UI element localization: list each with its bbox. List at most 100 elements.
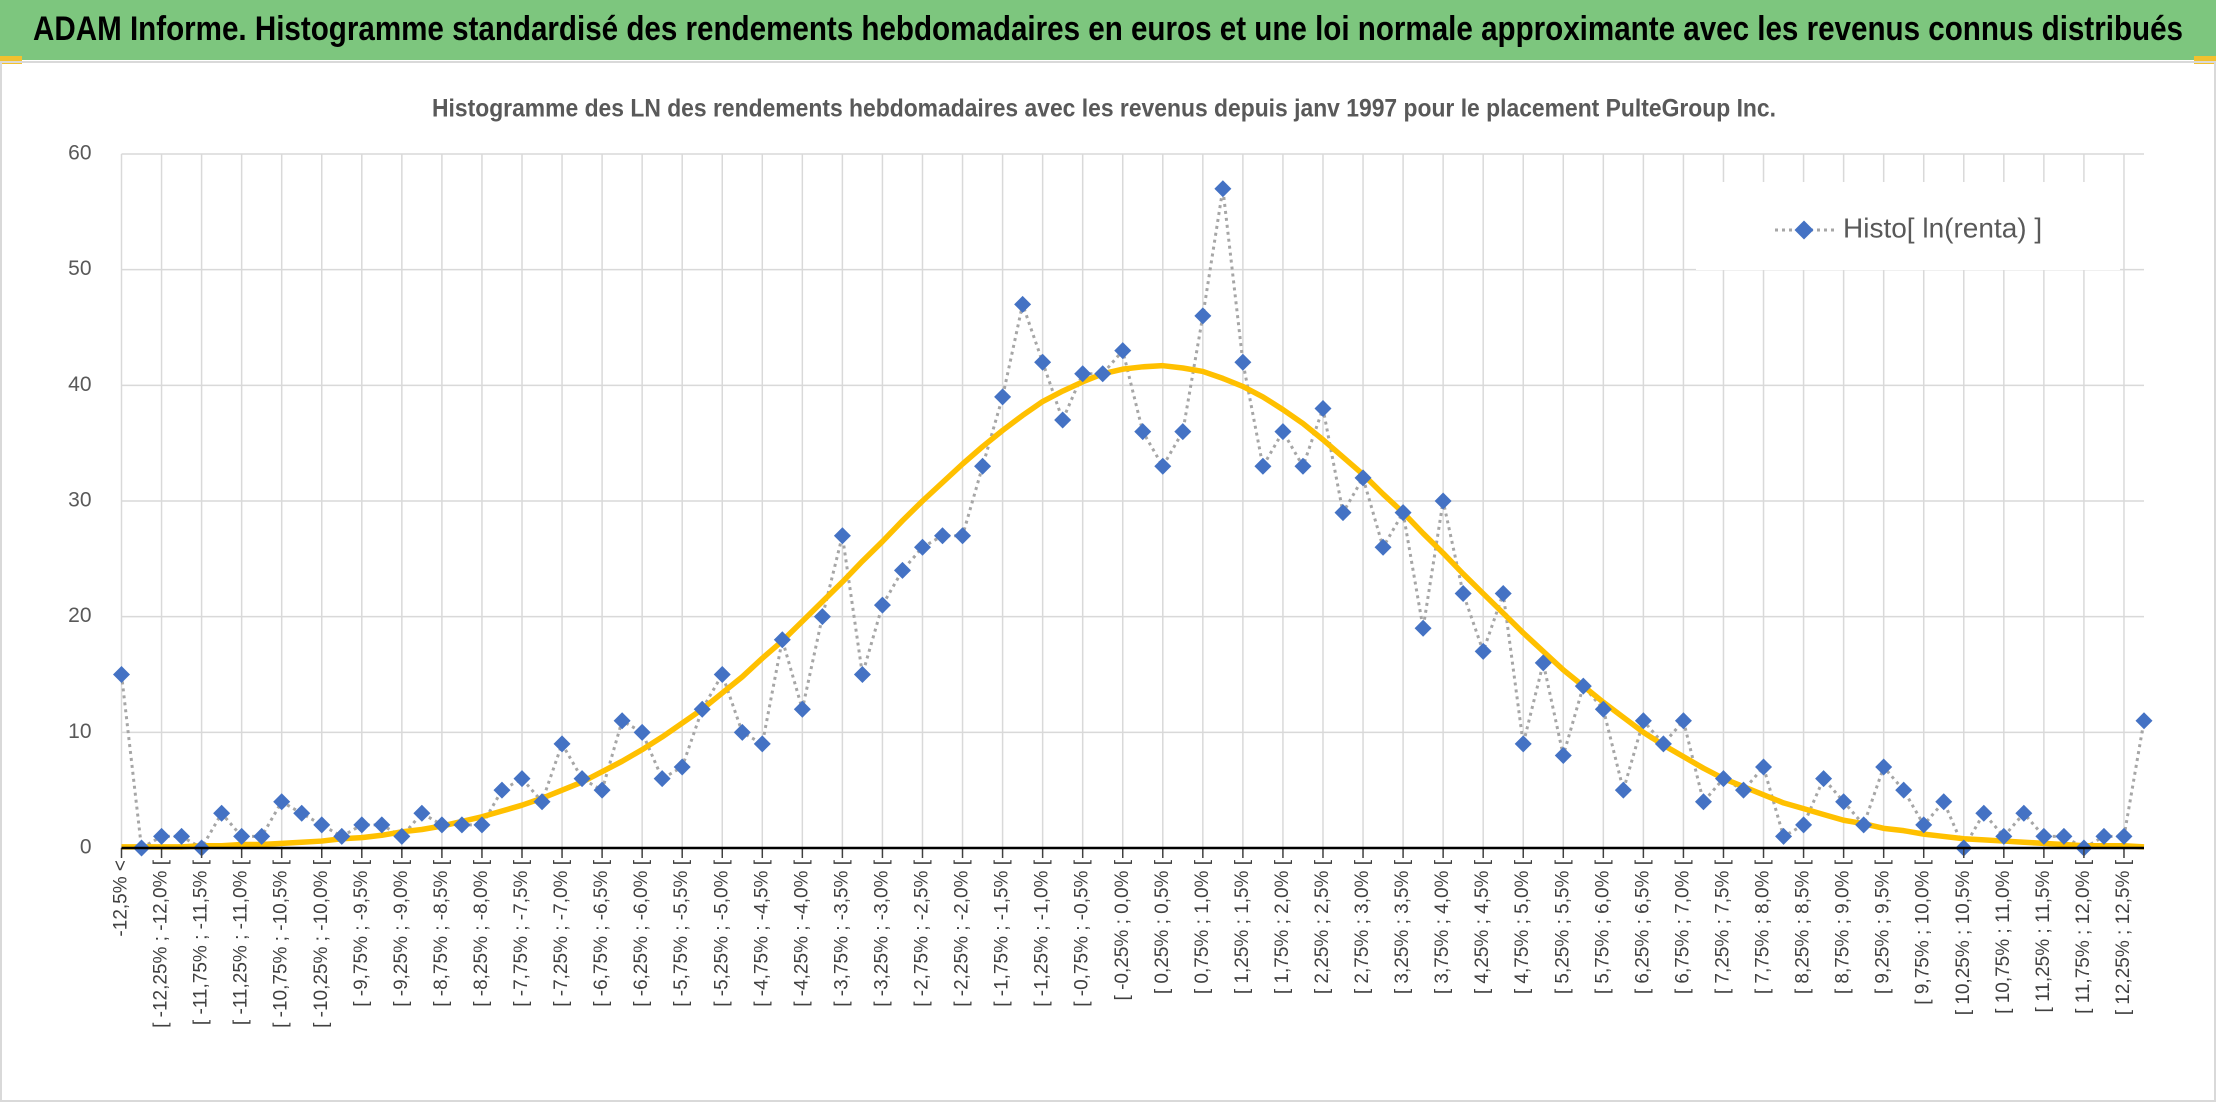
x-tick-label: [ 5,75% ; 6,0% [: [1592, 859, 1613, 994]
data-point: [2135, 712, 2153, 730]
x-tick-label: [ -8,75% ; -8,5% [: [431, 859, 452, 1007]
data-point: [1414, 619, 1432, 637]
y-tick-label: 50: [68, 257, 91, 280]
data-point: [934, 527, 952, 545]
x-tick-label: [ 5,25% ; 5,5% [: [1552, 859, 1573, 994]
data-point: [653, 770, 671, 788]
data-point: [1154, 457, 1172, 475]
data-point: [1554, 746, 1572, 764]
x-tick-label: [ -11,25% ; -11,0% [: [231, 859, 252, 1025]
data-point: [1214, 180, 1232, 198]
data-point: [773, 631, 791, 649]
data-point: [693, 700, 711, 718]
data-point: [913, 538, 931, 556]
y-tick-label: 40: [68, 373, 91, 396]
data-point: [1014, 295, 1032, 313]
x-tick-label: [ -1,75% ; -1,5% [: [992, 859, 1013, 1007]
data-point: [1694, 793, 1712, 811]
data-point: [393, 827, 411, 845]
data-point: [1354, 469, 1372, 487]
header-accent: [2194, 56, 2216, 64]
x-tick-label: [ 6,75% ; 7,0% [: [1672, 859, 1693, 994]
x-tick-label: [ -0,75% ; -0,5% [: [1072, 859, 1093, 1007]
data-point: [2095, 827, 2113, 845]
data-point: [974, 457, 992, 475]
data-point: [2035, 827, 2053, 845]
data-point: [1174, 423, 1192, 441]
data-point: [1614, 781, 1632, 799]
data-point: [293, 804, 311, 822]
header-accent: [0, 56, 22, 64]
chart-frame: [0, 61, 2216, 1102]
data-point: [413, 804, 431, 822]
data-point: [1434, 492, 1452, 510]
data-point: [873, 596, 891, 614]
x-tick-label: [ -5,25% ; -5,0% [: [711, 859, 732, 1007]
data-point: [1034, 353, 1052, 371]
data-point: [1574, 677, 1592, 695]
x-tick-label: [ 10,25% ; 10,5% [: [1953, 859, 1974, 1015]
x-tick-label: [ 8,75% ; 9,0% [: [1833, 859, 1854, 994]
y-tick-label: 20: [68, 604, 91, 627]
x-tick-label: [ 11,75% ; 12,0% [: [2073, 859, 2094, 1014]
x-tick-label: [ 8,25% ; 8,5% [: [1793, 859, 1814, 994]
data-point: [853, 666, 871, 683]
x-tick-label: -12,5% <: [111, 860, 132, 937]
data-point: [1594, 700, 1612, 718]
data-point: [373, 816, 391, 834]
data-point: [1755, 758, 1773, 776]
data-point: [833, 527, 851, 545]
data-point: [753, 735, 771, 753]
data-point: [813, 608, 831, 626]
data-point: [493, 781, 511, 799]
data-point: [1815, 770, 1833, 788]
y-tick-label: 0: [80, 836, 92, 859]
chart-title: Histogramme des LN des rendements hebdom…: [432, 95, 1776, 123]
x-tick-label: [ 12,25% ; 12,5% [: [2113, 859, 2134, 1015]
x-tick-label: [ 11,25% ; 11,5% [: [2033, 859, 2054, 1012]
legend-marker: [1794, 220, 1814, 240]
legend-label: Histo[ ln(renta) ]: [1843, 212, 2042, 243]
x-tick-label: [ -9,25% ; -9,0% [: [391, 859, 412, 1007]
series-line: [120, 188, 2146, 852]
data-point: [273, 793, 291, 811]
data-point: [513, 770, 531, 788]
data-point: [453, 816, 471, 834]
data-point: [1474, 642, 1492, 660]
x-tick-label: [ -7,25% ; -7,0% [: [551, 859, 572, 1007]
data-point: [1114, 342, 1132, 360]
x-tick-label: [ -5,75% ; -5,5% [: [671, 859, 692, 1007]
data-point: [1294, 457, 1312, 475]
data-point: [1514, 735, 1532, 753]
data-point: [1274, 423, 1292, 441]
data-point: [1374, 538, 1392, 556]
x-tick-label: [ 7,25% ; 7,5% [: [1712, 859, 1733, 994]
data-point: [173, 827, 191, 845]
x-tick-label: [ 4,25% ; 4,5% [: [1472, 859, 1493, 994]
data-point: [1795, 816, 1813, 834]
x-tick-label: [ 1,25% ; 1,5% [: [1232, 859, 1253, 994]
data-point: [1054, 411, 1072, 429]
data-point: [994, 388, 1012, 406]
data-point: [633, 723, 651, 741]
data-point: [1194, 307, 1212, 325]
data-point: [553, 735, 571, 753]
data-point: [1654, 735, 1672, 753]
data-point: [1234, 353, 1252, 371]
x-tick-label: [ 3,75% ; 4,0% [: [1432, 859, 1453, 994]
data-point: [673, 758, 691, 776]
y-tick-label: 60: [68, 142, 91, 165]
data-point: [1714, 770, 1732, 788]
data-point: [893, 561, 911, 579]
data-point: [333, 827, 351, 845]
data-point: [1074, 365, 1092, 383]
data-point: [733, 723, 751, 741]
x-tick-label: [ -3,75% ; -3,5% [: [831, 859, 852, 1007]
data-point: [1995, 827, 2013, 845]
x-tick-label: [ 0,25% ; 0,5% [: [1152, 859, 1173, 994]
data-point: [253, 827, 271, 845]
x-tick-label: [ 4,75% ; 5,0% [: [1512, 859, 1533, 994]
data-point: [1534, 654, 1552, 672]
data-point: [353, 816, 371, 834]
